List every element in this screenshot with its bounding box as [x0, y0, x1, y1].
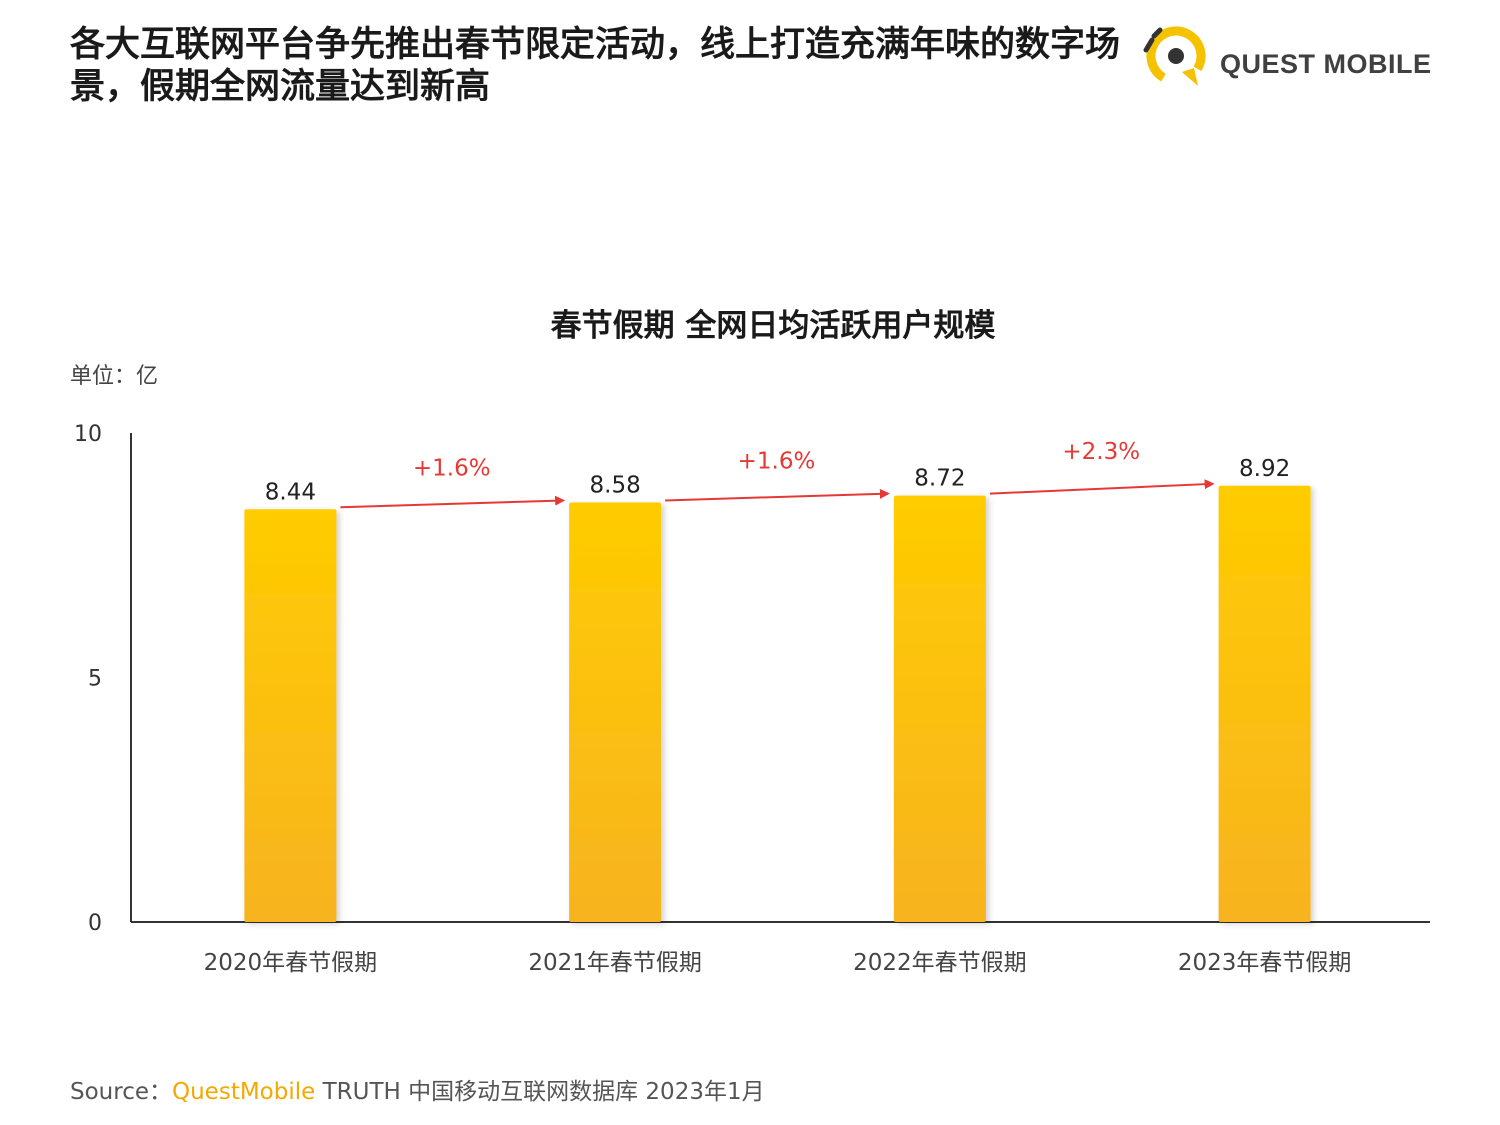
quest-mobile-logo: QUEST MOBILE	[1138, 20, 1438, 92]
source-rest: TRUTH 中国移动互联网数据库 2023年1月	[315, 1079, 765, 1105]
y-tick-label: 10	[74, 422, 102, 447]
growth-label: +1.6%	[738, 449, 816, 475]
chart-title: 春节假期 全网日均活跃用户规模	[550, 308, 996, 344]
growth-label: +1.6%	[413, 455, 491, 481]
unit-label: 单位：亿	[70, 364, 159, 389]
source-prefix: Source：	[70, 1079, 172, 1105]
x-tick-label: 2020年春节假期	[204, 950, 378, 976]
growth-arrow	[989, 479, 1215, 495]
bar	[893, 495, 986, 922]
growth-label: +2.3%	[1062, 439, 1140, 465]
bar-value-label: 8.72	[914, 466, 965, 492]
bar	[569, 502, 662, 922]
bar-value-label: 8.44	[265, 479, 316, 505]
bar	[1218, 485, 1311, 922]
x-tick-label: 2021年春节假期	[528, 950, 702, 976]
x-tick-label: 2023年春节假期	[1178, 950, 1352, 976]
bar-value-label: 8.92	[1239, 456, 1290, 482]
source-brand: QuestMobile	[172, 1079, 316, 1105]
source-note: Source：QuestMobile TRUTH 中国移动互联网数据库 2023…	[70, 1072, 765, 1106]
y-tick-label: 0	[88, 911, 102, 936]
growth-arrow	[665, 488, 890, 502]
x-tick-label: 2022年春节假期	[853, 950, 1027, 976]
headline: 各大互联网平台争先推出春节限定活动，线上打造充满年味的数字场景，假期全网流量达到…	[70, 25, 1121, 107]
bar-value-label: 8.58	[590, 472, 641, 498]
quest-mobile-logo-icon	[1143, 26, 1206, 86]
logo-text: QUEST MOBILE	[1220, 49, 1432, 79]
bar	[244, 509, 337, 922]
growth-arrow	[340, 495, 566, 509]
y-tick-label: 5	[88, 667, 102, 692]
